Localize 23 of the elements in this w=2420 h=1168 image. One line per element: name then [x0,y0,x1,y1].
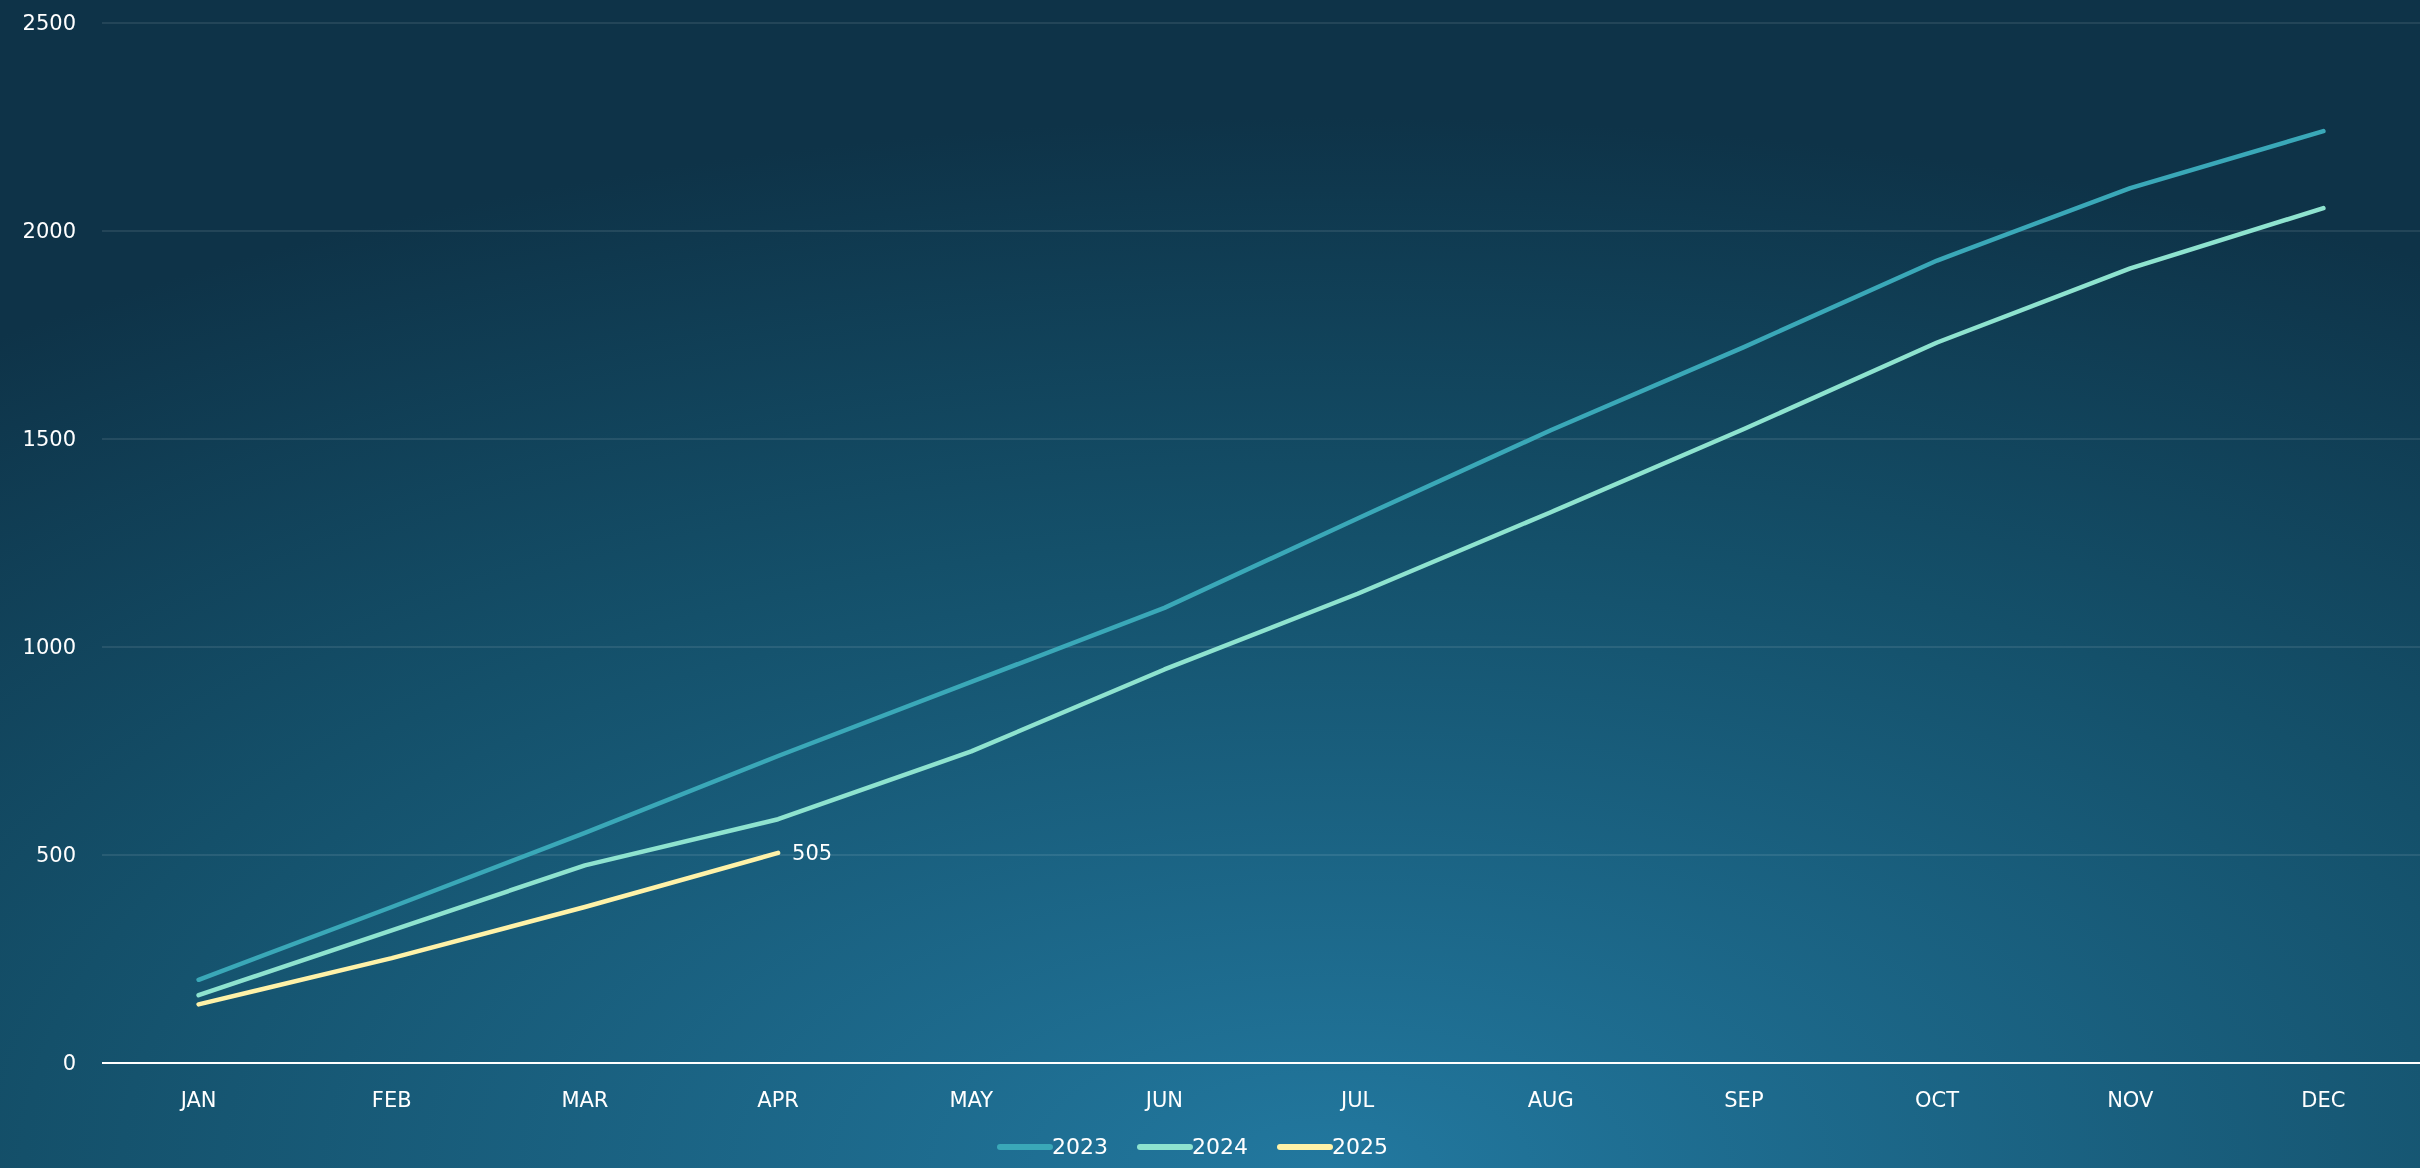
y-tick-label: 1000 [22,635,76,660]
x-tick-label: APR [757,1088,799,1112]
legend-label: 2025 [1332,1134,1388,1159]
x-tick-label: NOV [2107,1088,2154,1112]
x-tick-label: JUL [1338,1088,1375,1112]
x-tick-label: MAR [561,1088,609,1112]
x-tick-label: OCT [1915,1088,1960,1112]
x-tick-label: MAY [949,1088,994,1112]
data-label: 505 [792,841,833,866]
y-tick-label: 1500 [22,427,76,452]
x-tick-label: DEC [2301,1088,2346,1112]
x-tick-label: JAN [178,1088,217,1112]
x-tick-label: SEP [1724,1088,1764,1112]
x-tick-label: JUN [1143,1088,1184,1112]
line-series [196,850,781,1007]
x-tick-label: AUG [1527,1088,1574,1112]
y-tick-label: 0 [62,1051,76,1076]
legend-label: 2023 [1052,1134,1108,1159]
legend-label: 2024 [1192,1134,1248,1159]
x-tick-label: FEB [371,1088,412,1112]
y-tick-label: 2000 [22,219,76,244]
y-tick-label: 500 [35,843,76,868]
y-tick-label: 2500 [22,11,76,36]
